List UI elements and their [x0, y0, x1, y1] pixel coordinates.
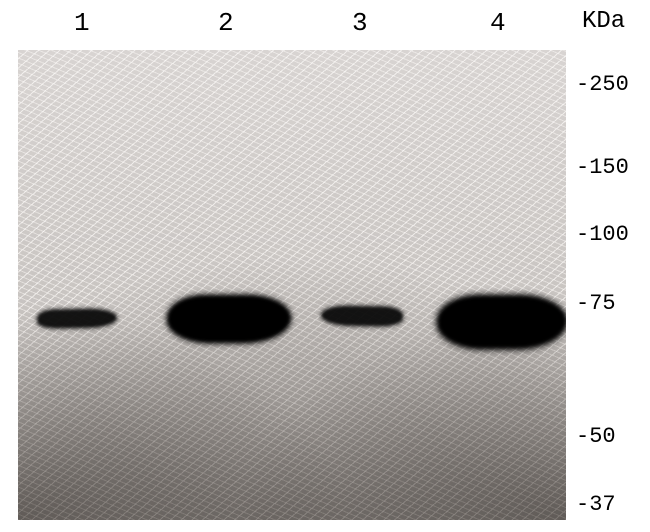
lane-label-3: 3 — [352, 8, 368, 38]
band-lane-2 — [168, 296, 290, 342]
marker-250: -250 — [576, 72, 629, 97]
marker-50: -50 — [576, 424, 616, 449]
lane-label-4: 4 — [490, 8, 506, 38]
blot-membrane — [18, 50, 566, 520]
lane-label-2: 2 — [218, 8, 234, 38]
marker-75: -75 — [576, 291, 616, 316]
marker-100: -100 — [576, 222, 629, 247]
band-lane-4 — [438, 296, 566, 348]
western-blot-figure: 1 2 3 4 KDa -250 -150 -100 -75 -50 -37 — [0, 0, 650, 532]
marker-150: -150 — [576, 155, 629, 180]
lane-label-1: 1 — [74, 8, 90, 38]
kda-unit-label: KDa — [582, 8, 625, 35]
band-lane-3 — [322, 306, 402, 325]
marker-37: -37 — [576, 492, 616, 517]
blot-background — [18, 50, 566, 520]
band-lane-1 — [38, 309, 116, 327]
